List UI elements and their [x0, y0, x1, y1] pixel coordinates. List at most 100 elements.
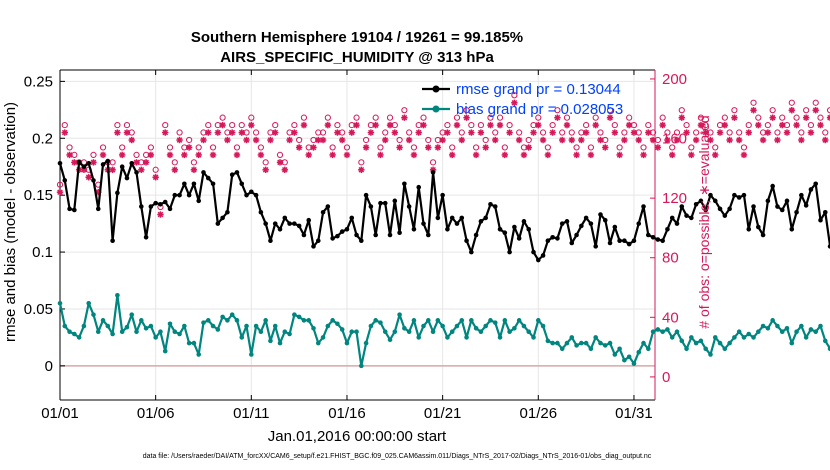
obs-evaluated-marker — [157, 211, 164, 218]
rmse-point — [57, 161, 63, 166]
obs-possible-marker — [229, 121, 236, 129]
bias-point — [306, 318, 312, 323]
obs-evaluated-stroke — [368, 129, 374, 136]
rmse-point — [392, 198, 398, 204]
obs-possible-marker — [248, 114, 255, 121]
obs-evaluated-stroke — [765, 129, 771, 136]
obs-evaluated-marker — [142, 159, 150, 166]
obs-possible-marker — [401, 107, 408, 114]
rmse-point — [641, 204, 646, 209]
obs-evaluated-stroke — [181, 152, 188, 158]
bias-point — [488, 318, 493, 323]
obs-evaluated-stroke — [219, 122, 226, 128]
bias-point — [799, 323, 804, 329]
obs-evaluated-stroke — [669, 152, 676, 158]
obs-evaluated-stroke — [721, 122, 728, 128]
obs-possible-marker — [119, 144, 126, 151]
obs-evaluated-marker — [625, 121, 633, 129]
obs-possible-marker — [788, 99, 795, 106]
bias-point — [512, 326, 517, 331]
rmse-point — [191, 181, 197, 187]
obs-evaluated-marker — [166, 151, 174, 159]
obs-evaluated-stroke — [779, 122, 786, 128]
bias-point — [167, 321, 173, 327]
rmse-point — [244, 192, 249, 198]
rmse-point — [411, 227, 417, 232]
obs-evaluated-stroke — [788, 107, 795, 114]
obs-evaluated-stroke — [655, 144, 661, 151]
bias-point — [129, 312, 135, 317]
obs-evaluated-stroke — [592, 122, 599, 128]
obs-evaluated-marker — [343, 151, 351, 159]
bias-point — [440, 323, 445, 329]
rmse-point — [803, 203, 809, 208]
bias-point — [119, 329, 125, 335]
bias-point — [201, 320, 206, 325]
rmse-point — [497, 227, 503, 232]
rmse-point — [177, 192, 182, 198]
obs-evaluated-marker — [716, 129, 724, 136]
obs-evaluated-stroke — [215, 129, 221, 136]
rmse-point — [320, 209, 326, 215]
bias-point — [665, 327, 670, 332]
obs-possible-marker — [697, 114, 705, 121]
rmse-point — [100, 162, 106, 167]
obs-evaluated-marker — [362, 144, 370, 151]
bias-point — [239, 335, 245, 340]
rmse-point — [205, 175, 211, 181]
obs-possible-marker — [683, 121, 690, 129]
obs-evaluated-marker — [726, 136, 733, 144]
rmse-point — [631, 238, 637, 243]
bias-point — [100, 318, 106, 323]
obs-possible-marker — [272, 121, 279, 129]
bias-point — [186, 340, 192, 346]
obs-possible-marker — [606, 107, 614, 114]
obs-evaluated-marker — [295, 144, 303, 151]
bias-point — [684, 346, 689, 352]
rmse-point — [272, 221, 278, 226]
obs-possible-marker — [573, 144, 580, 151]
bias-point — [612, 352, 618, 357]
bias-point — [402, 326, 407, 331]
obs-evaluated-marker — [559, 136, 566, 144]
obs-evaluated-marker — [209, 151, 217, 159]
rmse-point — [555, 236, 560, 241]
rmse-point — [172, 192, 178, 198]
bias-point — [813, 329, 819, 335]
obs-possible-marker — [544, 144, 551, 151]
obs-evaluated-marker — [123, 129, 131, 136]
obs-evaluated-marker — [530, 129, 537, 136]
bias-point — [205, 318, 211, 323]
y-right-tick-label: 80 — [662, 250, 679, 267]
obs-evaluated-stroke — [812, 107, 819, 114]
obs-evaluated-stroke — [234, 152, 240, 158]
obs-evaluated-marker — [645, 129, 652, 136]
rmse-point — [67, 206, 72, 212]
bias-point — [708, 352, 713, 357]
obs-possible-marker — [162, 121, 169, 129]
obs-evaluated-stroke — [545, 152, 551, 158]
bias-point — [732, 335, 737, 340]
obs-evaluated-stroke — [157, 211, 164, 218]
obs-possible-marker — [300, 114, 308, 121]
obs-evaluated-stroke — [325, 122, 331, 128]
rmse-point — [703, 207, 708, 213]
obs-evaluated-stroke — [688, 152, 695, 158]
obs-evaluated-stroke — [267, 137, 274, 143]
bias-point — [406, 329, 412, 335]
rmse-point — [492, 204, 498, 209]
obs-evaluated-marker — [176, 136, 183, 144]
rmse-point — [311, 244, 316, 249]
obs-evaluated-stroke — [114, 129, 121, 136]
obs-evaluated-stroke — [100, 152, 106, 158]
y-tick-label: 0 — [45, 358, 53, 375]
bias-point — [779, 329, 785, 335]
obs-evaluated-stroke — [138, 166, 145, 173]
obs-evaluated-stroke — [449, 152, 456, 158]
obs-evaluated-marker — [181, 151, 188, 159]
bias-point — [435, 318, 441, 323]
obs-possible-marker — [592, 114, 599, 121]
bias-point — [95, 329, 101, 335]
